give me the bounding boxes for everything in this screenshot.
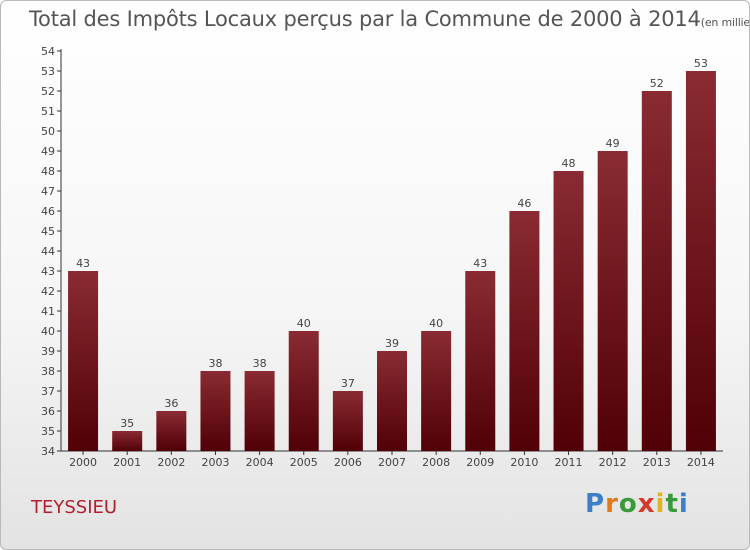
data-label: 53 bbox=[694, 57, 708, 70]
data-label: 37 bbox=[341, 377, 355, 390]
commune-name: TEYSSIEU bbox=[31, 497, 118, 518]
y-tick-label: 40 bbox=[41, 325, 55, 338]
bar-2011 bbox=[553, 171, 584, 451]
x-tick-label: 2012 bbox=[599, 456, 627, 469]
bar-2009 bbox=[465, 271, 496, 451]
y-tick-label: 46 bbox=[41, 205, 55, 218]
bar-2006 bbox=[332, 391, 363, 451]
y-tick-label: 35 bbox=[41, 425, 55, 438]
x-tick-label: 2000 bbox=[69, 456, 97, 469]
y-tick-label: 42 bbox=[41, 285, 55, 298]
y-tick-label: 45 bbox=[41, 225, 55, 238]
x-tick-label: 2009 bbox=[466, 456, 494, 469]
bar-2002 bbox=[156, 411, 187, 451]
y-tick-label: 39 bbox=[41, 345, 55, 358]
y-tick-label: 48 bbox=[41, 165, 55, 178]
y-tick-label: 36 bbox=[41, 405, 55, 418]
data-label: 40 bbox=[429, 317, 443, 330]
title-unit: (en milliers d'€) bbox=[700, 16, 750, 29]
data-label: 49 bbox=[606, 137, 620, 150]
y-tick-label: 52 bbox=[41, 85, 55, 98]
bar-2008 bbox=[421, 331, 452, 451]
data-label: 52 bbox=[650, 77, 664, 90]
data-label: 38 bbox=[253, 357, 267, 370]
bar-2004 bbox=[244, 371, 275, 451]
bar-2001 bbox=[112, 431, 143, 451]
bar-2005 bbox=[288, 331, 319, 451]
x-tick-label: 2004 bbox=[246, 456, 274, 469]
data-label: 38 bbox=[208, 357, 222, 370]
data-label: 43 bbox=[76, 257, 90, 270]
bar-2003 bbox=[200, 371, 231, 451]
data-label: 36 bbox=[164, 397, 178, 410]
bar-2013 bbox=[641, 91, 672, 451]
y-tick-label: 43 bbox=[41, 265, 55, 278]
x-tick-label: 2013 bbox=[643, 456, 671, 469]
y-tick-label: 47 bbox=[41, 185, 55, 198]
y-tick-label: 38 bbox=[41, 365, 55, 378]
y-tick-label: 34 bbox=[41, 445, 55, 458]
bar-2000 bbox=[68, 271, 99, 451]
x-tick-label: 2011 bbox=[555, 456, 583, 469]
y-tick-label: 37 bbox=[41, 385, 55, 398]
y-tick-label: 50 bbox=[41, 125, 55, 138]
bar-2014 bbox=[685, 71, 716, 451]
y-tick-label: 51 bbox=[41, 105, 55, 118]
x-tick-label: 2001 bbox=[113, 456, 141, 469]
y-tick-label: 54 bbox=[41, 45, 55, 58]
bar-2010 bbox=[509, 211, 540, 451]
y-tick-label: 44 bbox=[41, 245, 55, 258]
x-tick-label: 2006 bbox=[334, 456, 362, 469]
x-tick-label: 2010 bbox=[510, 456, 538, 469]
bar-2012 bbox=[597, 151, 628, 451]
data-label: 35 bbox=[120, 417, 134, 430]
x-tick-label: 2007 bbox=[378, 456, 406, 469]
chart-title: Total des Impôts Locaux perçus par la Co… bbox=[29, 7, 750, 31]
y-tick-label: 41 bbox=[41, 305, 55, 318]
x-tick-label: 2003 bbox=[201, 456, 229, 469]
x-tick-label: 2002 bbox=[157, 456, 185, 469]
bar-2007 bbox=[377, 351, 407, 451]
data-label: 48 bbox=[562, 157, 576, 170]
data-label: 39 bbox=[385, 337, 399, 350]
x-tick-label: 2008 bbox=[422, 456, 450, 469]
data-label: 46 bbox=[517, 197, 531, 210]
x-tick-label: 2005 bbox=[290, 456, 318, 469]
x-tick-label: 2014 bbox=[687, 456, 715, 469]
y-tick-label: 49 bbox=[41, 145, 55, 158]
y-tick-label: 53 bbox=[41, 65, 55, 78]
data-label: 43 bbox=[473, 257, 487, 270]
data-label: 40 bbox=[297, 317, 311, 330]
proxiti-logo: Proxiti bbox=[585, 489, 689, 519]
